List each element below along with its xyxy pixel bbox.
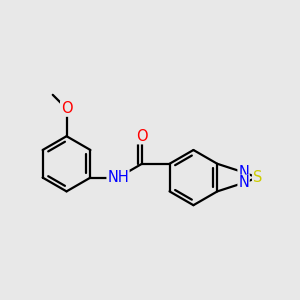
Text: O: O — [136, 129, 148, 144]
Text: NH: NH — [107, 170, 129, 185]
Text: S: S — [253, 170, 262, 185]
Text: N: N — [238, 176, 249, 190]
Text: N: N — [238, 165, 249, 180]
Text: O: O — [61, 101, 72, 116]
